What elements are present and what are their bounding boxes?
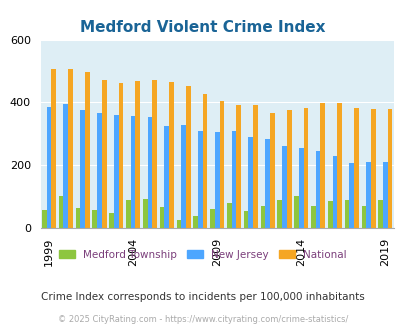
Bar [164,126,169,228]
Bar [236,106,241,228]
Bar [114,115,118,228]
Bar [360,206,365,228]
Bar [327,201,332,228]
Bar [260,206,264,228]
Bar [226,203,231,228]
Bar [337,103,341,228]
Bar [75,208,80,228]
Bar [320,103,324,228]
Text: Crime Index corresponds to incidents per 100,000 inhabitants: Crime Index corresponds to incidents per… [41,292,364,302]
Bar [365,162,370,228]
Bar [97,113,102,228]
Bar [68,69,73,228]
Bar [135,81,140,228]
Bar [294,196,298,228]
Bar [243,211,248,228]
Bar [277,200,281,228]
Bar [387,109,392,228]
Bar [248,137,253,228]
Bar [382,162,387,228]
Bar [63,104,68,228]
Bar [344,200,349,228]
Bar [286,110,291,228]
Bar [102,81,106,228]
Bar [176,220,181,228]
Bar [147,117,152,228]
Bar [118,83,123,228]
Bar [264,139,269,228]
Bar [315,151,320,228]
Bar [377,200,382,228]
Bar [109,213,114,228]
Bar [231,131,236,228]
Bar [59,196,63,228]
Bar [85,72,90,228]
Bar [219,101,224,228]
Bar [92,211,97,228]
Bar [303,108,308,228]
Text: Medford Violent Crime Index: Medford Violent Crime Index [80,20,325,35]
Bar [51,69,56,228]
Bar [370,109,375,228]
Bar [310,206,315,228]
Bar [269,113,274,228]
Bar [159,207,164,228]
Bar [130,116,135,228]
Bar [80,110,85,228]
Bar [181,125,185,228]
Bar [349,163,353,228]
Bar [47,107,51,228]
Bar [298,148,303,228]
Bar [214,132,219,228]
Bar [281,146,286,228]
Bar [210,209,214,228]
Bar [42,211,47,228]
Bar [185,86,190,228]
Legend: Medford Township, New Jersey, National: Medford Township, New Jersey, National [55,246,350,264]
Bar [193,216,198,228]
Bar [202,93,207,228]
Bar [332,156,337,228]
Bar [253,106,257,228]
Bar [143,199,147,228]
Text: © 2025 CityRating.com - https://www.cityrating.com/crime-statistics/: © 2025 CityRating.com - https://www.city… [58,315,347,324]
Bar [152,81,157,228]
Bar [169,82,173,228]
Bar [353,108,358,228]
Bar [126,200,130,228]
Bar [198,131,202,228]
